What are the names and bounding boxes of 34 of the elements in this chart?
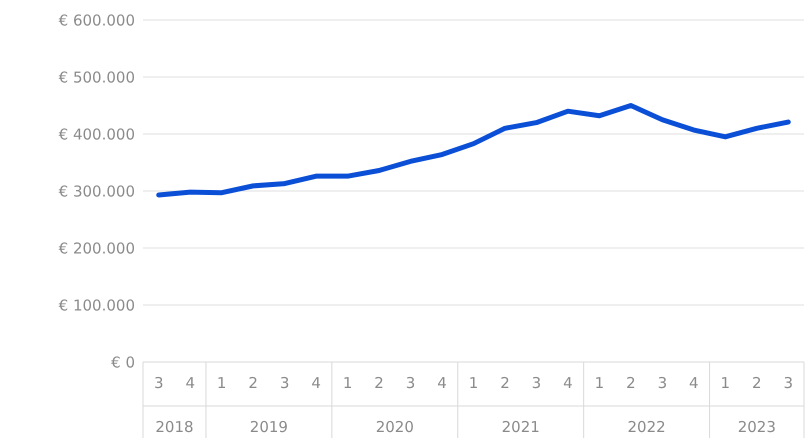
x-tick-label: 1 (594, 374, 604, 392)
x-tick-label: 2 (374, 374, 384, 392)
x-tick-label: 3 (406, 374, 416, 392)
y-tick-label: € 600.000 (58, 11, 135, 30)
x-tick-label: 3 (154, 374, 164, 392)
x-tick-label: 1 (720, 374, 730, 392)
x-tick-label: 1 (468, 374, 478, 392)
y-tick-label: € 300.000 (58, 182, 135, 200)
x-tick-label: 4 (311, 374, 321, 392)
x-tick-label: 4 (563, 374, 573, 392)
x-tick-label: 4 (689, 374, 699, 392)
x-tick-label: 2 (752, 374, 762, 392)
text: 2019 (250, 418, 288, 436)
y-tick-label: € 400.000 (58, 125, 135, 144)
y-tick-label: € 0 (111, 353, 135, 372)
x-tick-label: 3 (658, 374, 668, 392)
x-tick-label: 2 (626, 374, 636, 392)
x-tick-label: 3 (532, 374, 542, 392)
x-tick-label: 4 (437, 374, 447, 392)
x-tick-label: 2 (248, 374, 258, 392)
text: 2023 (738, 418, 776, 436)
y-tick-label: € 200.000 (58, 239, 135, 258)
x-tick-label: 4 (185, 374, 195, 392)
x-tick-label: 3 (783, 374, 794, 392)
x-tick-label: 1 (216, 374, 226, 392)
text: 2018 (155, 418, 194, 436)
x-tick-label: 1 (342, 374, 352, 392)
text: 2021 (502, 418, 540, 436)
x-tick-label: 3 (280, 374, 290, 392)
y-tick-label: € 100.000 (58, 296, 135, 314)
text: 2020 (376, 418, 414, 436)
x-tick-label: 2 (500, 374, 510, 392)
text: 2022 (628, 418, 666, 436)
y-tick-label: € 500.000 (58, 68, 135, 86)
